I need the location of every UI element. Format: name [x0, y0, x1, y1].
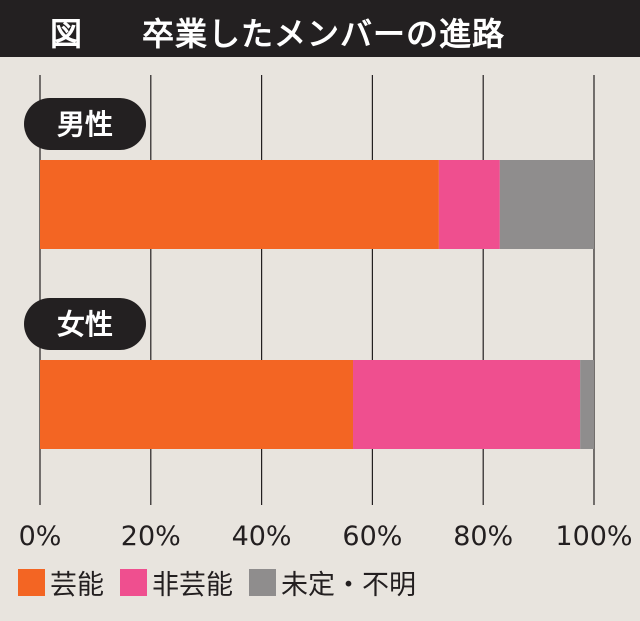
bars [40, 160, 594, 449]
legend-item: 未定・不明 [249, 563, 416, 602]
title-bar: 図 卒業したメンバーの進路 [0, 0, 640, 57]
category-pill-bg [24, 98, 146, 150]
x-tick-label: 60% [342, 521, 402, 552]
x-tick-label: 0% [19, 521, 62, 552]
chart-title: 卒業したメンバーの進路 [142, 15, 506, 53]
x-tick-label: 80% [453, 521, 513, 552]
legend-label: 未定・不明 [281, 569, 416, 601]
legend-swatch [18, 568, 45, 596]
category-pill: 女性 [24, 298, 146, 350]
bar-1-0 [40, 360, 354, 449]
x-tick-label: 40% [232, 521, 292, 552]
bar-0-0 [40, 160, 439, 249]
x-tick-label: 20% [121, 521, 181, 552]
legend-swatch [120, 568, 147, 596]
category-label: 女性 [57, 308, 113, 341]
bar-1-2 [580, 360, 594, 449]
category-label: 男性 [57, 108, 113, 141]
x-tick-label: 100% [555, 521, 632, 552]
category-pill-bg [24, 298, 146, 350]
legend-label: 芸能 [50, 569, 104, 601]
category-pill: 男性 [24, 98, 146, 150]
bar-0-2 [499, 160, 594, 249]
x-axis-ticks: 0% 20% 40% 60% 80% 100% [19, 521, 633, 552]
bar-1-1 [353, 360, 581, 449]
legend-item: 芸能 [18, 563, 104, 602]
legend-item: 非芸能 [120, 563, 233, 602]
figure-label: 図 [50, 15, 83, 53]
legend: 芸能 非芸能 未定・不明 [18, 563, 432, 602]
legend-label: 非芸能 [152, 569, 233, 601]
bar-0-1 [438, 160, 500, 249]
legend-swatch [249, 568, 276, 596]
